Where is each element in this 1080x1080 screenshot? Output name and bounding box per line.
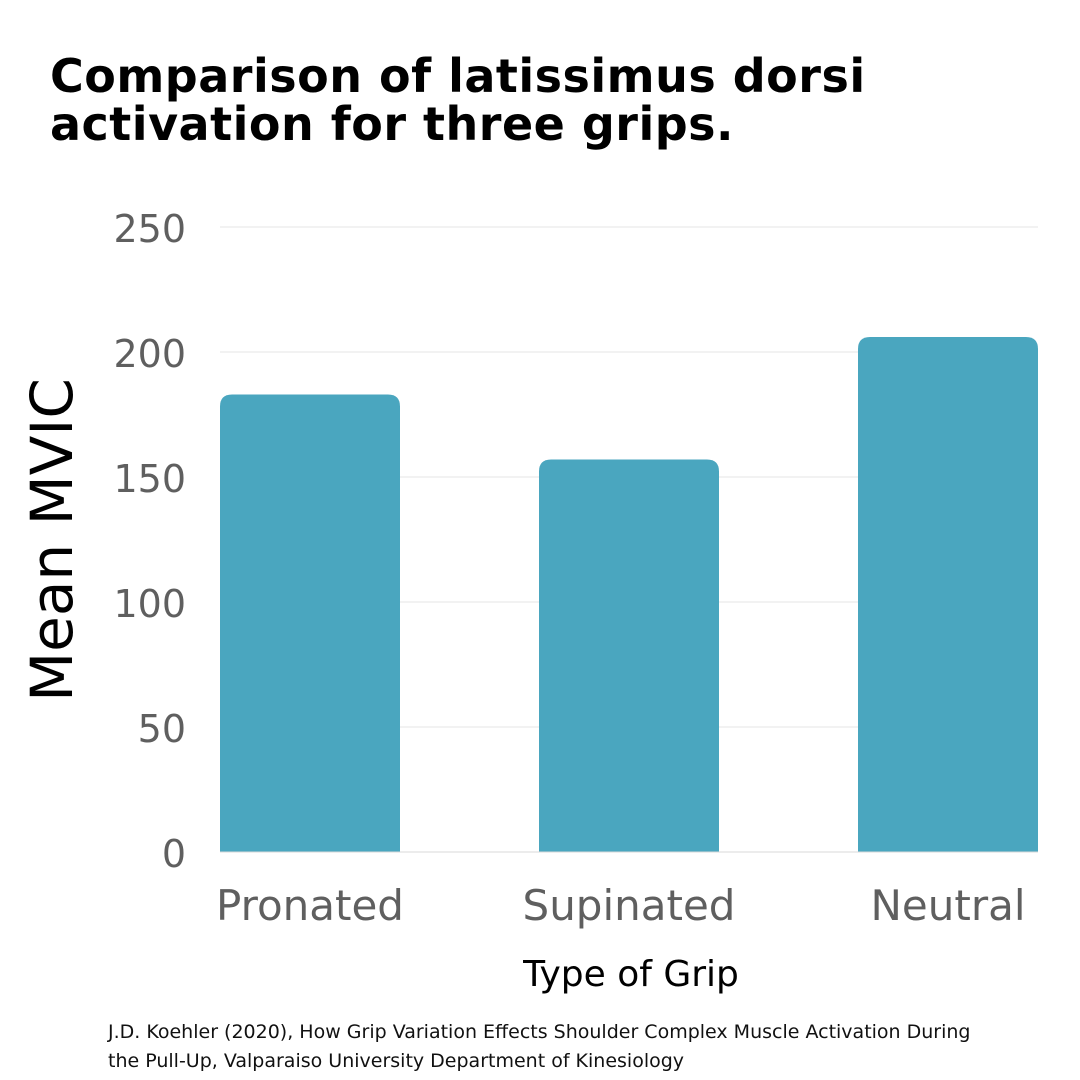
source-caption-line-2: the Pull-Up, Valparaiso University Depar… [108, 1050, 685, 1072]
y-tick-label-50: 50 [138, 707, 186, 751]
chart-title-line-1: Comparison of latissimus dorsi [50, 49, 866, 103]
y-tick-label-0: 0 [162, 832, 186, 876]
x-tick-label-pronated: Pronated [216, 881, 404, 930]
x-tick-label-neutral: Neutral [870, 881, 1025, 930]
bars [220, 337, 1038, 852]
y-axis-title: Mean MVIC [18, 378, 86, 702]
y-tick-label-200: 200 [113, 332, 186, 376]
x-tick-label-supinated: Supinated [523, 881, 736, 930]
source-caption: J.D. Koehler (2020), How Grip Variation … [108, 1018, 1048, 1076]
chart-title: Comparison of latissimus dorsi activatio… [50, 52, 1050, 148]
y-tick-label-250: 250 [113, 207, 186, 251]
chart-title-line-2: activation for three grips. [50, 97, 735, 151]
y-axis-ticks: 0 50 100 150 200 250 [113, 207, 186, 876]
bar-pronated [220, 394, 400, 852]
x-axis-categories: Pronated Supinated Neutral [216, 881, 1026, 930]
source-caption-line-1: J.D. Koehler (2020), How Grip Variation … [108, 1021, 971, 1043]
bar-supinated [539, 459, 719, 852]
y-tick-label-150: 150 [113, 457, 186, 501]
y-tick-label-100: 100 [113, 582, 186, 626]
x-axis-title: Type of Grip [522, 954, 739, 995]
bar-neutral [858, 337, 1038, 852]
